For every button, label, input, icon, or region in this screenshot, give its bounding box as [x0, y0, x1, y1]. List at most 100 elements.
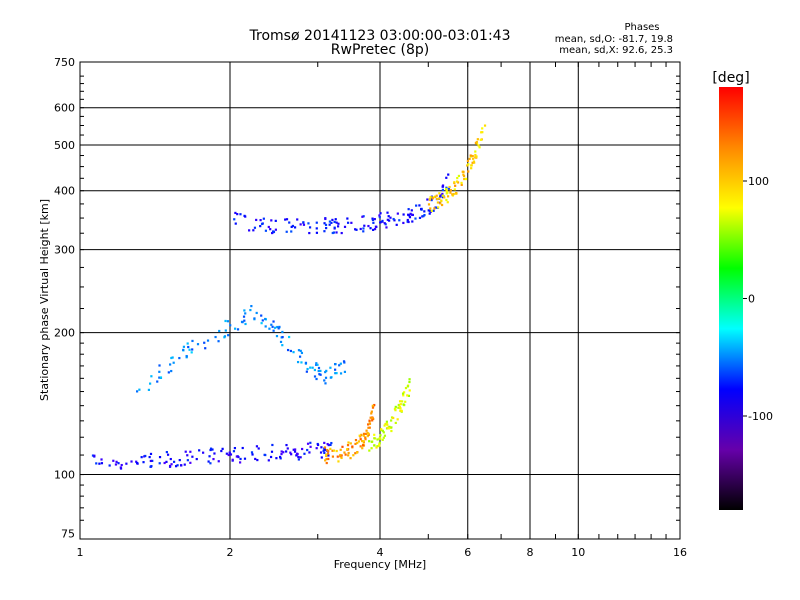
echo-point [396, 418, 399, 421]
echo-point [329, 447, 332, 451]
echo-point [393, 219, 396, 222]
chart-subtitle: RwPretec (8p) [331, 42, 429, 58]
stats-heading: Phases [624, 22, 659, 33]
echo-point [144, 454, 147, 458]
echo-point [150, 375, 153, 378]
echo-point [332, 231, 336, 234]
echo-point [235, 455, 238, 458]
echo-point [415, 204, 418, 207]
echo-point [393, 407, 397, 411]
echo-point [319, 369, 322, 372]
echo-point [325, 226, 328, 230]
echo-point [381, 219, 384, 223]
echo-point [100, 458, 103, 461]
echo-point [234, 222, 237, 225]
echo-point [191, 348, 194, 351]
echo-point [264, 325, 267, 328]
echo-point [327, 443, 330, 447]
echo-point [447, 187, 451, 190]
echo-point [367, 423, 370, 426]
echo-point [467, 170, 470, 173]
echo-point [311, 366, 314, 369]
echo-point [234, 211, 237, 215]
echo-point [296, 218, 299, 221]
echo-point [279, 455, 282, 459]
echo-point [264, 453, 267, 457]
echo-point [267, 225, 270, 229]
colorbar [719, 87, 743, 510]
echo-point [439, 194, 442, 197]
echo-point [149, 459, 152, 463]
echo-point [334, 362, 337, 366]
echo-point [279, 340, 283, 344]
echo-point [281, 344, 284, 347]
echo-point [248, 229, 251, 232]
echo-point [140, 456, 143, 459]
echo-point [284, 218, 287, 221]
y-tick-label: 750 [54, 56, 75, 69]
echo-point [384, 422, 387, 426]
echo-point [291, 224, 295, 228]
echo-point [367, 426, 370, 429]
echo-point [183, 463, 186, 466]
echo-point [337, 460, 340, 463]
echo-point [347, 454, 350, 457]
echo-point [100, 462, 104, 465]
echo-point [474, 153, 477, 157]
echo-point [260, 322, 263, 325]
echo-point [430, 198, 433, 201]
echo-point [250, 304, 253, 308]
echo-point [455, 180, 459, 183]
echo-point [307, 222, 310, 225]
echo-point [208, 455, 211, 458]
echo-point [401, 400, 404, 403]
echo-point [289, 451, 292, 454]
echo-point [217, 340, 220, 343]
echo-point [229, 324, 232, 327]
echo-point [434, 206, 437, 209]
echo-point [206, 339, 210, 342]
echo-point [285, 443, 288, 447]
echo-point [390, 426, 393, 429]
echo-point [187, 345, 190, 349]
echo-point [212, 457, 215, 461]
echo-point [189, 461, 192, 464]
echo-point [408, 389, 411, 392]
echo-point [373, 437, 376, 440]
echo-point [240, 320, 244, 323]
echo-point [386, 211, 389, 214]
echo-point [221, 447, 224, 450]
echo-point [398, 219, 401, 222]
echo-point [372, 221, 375, 224]
echo-point [460, 183, 463, 186]
echo-point [375, 446, 378, 449]
y-tick-label: 400 [54, 185, 75, 198]
echo-point [323, 451, 326, 455]
echo-point [249, 308, 252, 312]
echo-point [392, 416, 395, 420]
echo-point [165, 450, 168, 454]
echo-point [363, 224, 366, 227]
echo-point [309, 366, 312, 369]
echo-point [470, 164, 473, 167]
echo-point [233, 446, 237, 450]
echo-point [365, 429, 368, 432]
echo-point [333, 226, 336, 229]
echo-point [394, 409, 397, 412]
echo-point [285, 230, 288, 233]
echo-point [253, 317, 256, 320]
echo-point [168, 464, 172, 468]
echo-point [329, 376, 332, 379]
echo-point [169, 363, 172, 366]
echo-point [373, 403, 376, 407]
echo-point [474, 150, 477, 153]
echo-point [445, 198, 448, 202]
echo-point [174, 465, 178, 468]
echo-point [257, 447, 260, 450]
echo-point [428, 197, 432, 201]
echo-point [285, 218, 289, 221]
echo-point [288, 221, 291, 224]
echo-point [354, 452, 357, 455]
echo-point [171, 356, 174, 359]
echo-point [227, 334, 230, 337]
